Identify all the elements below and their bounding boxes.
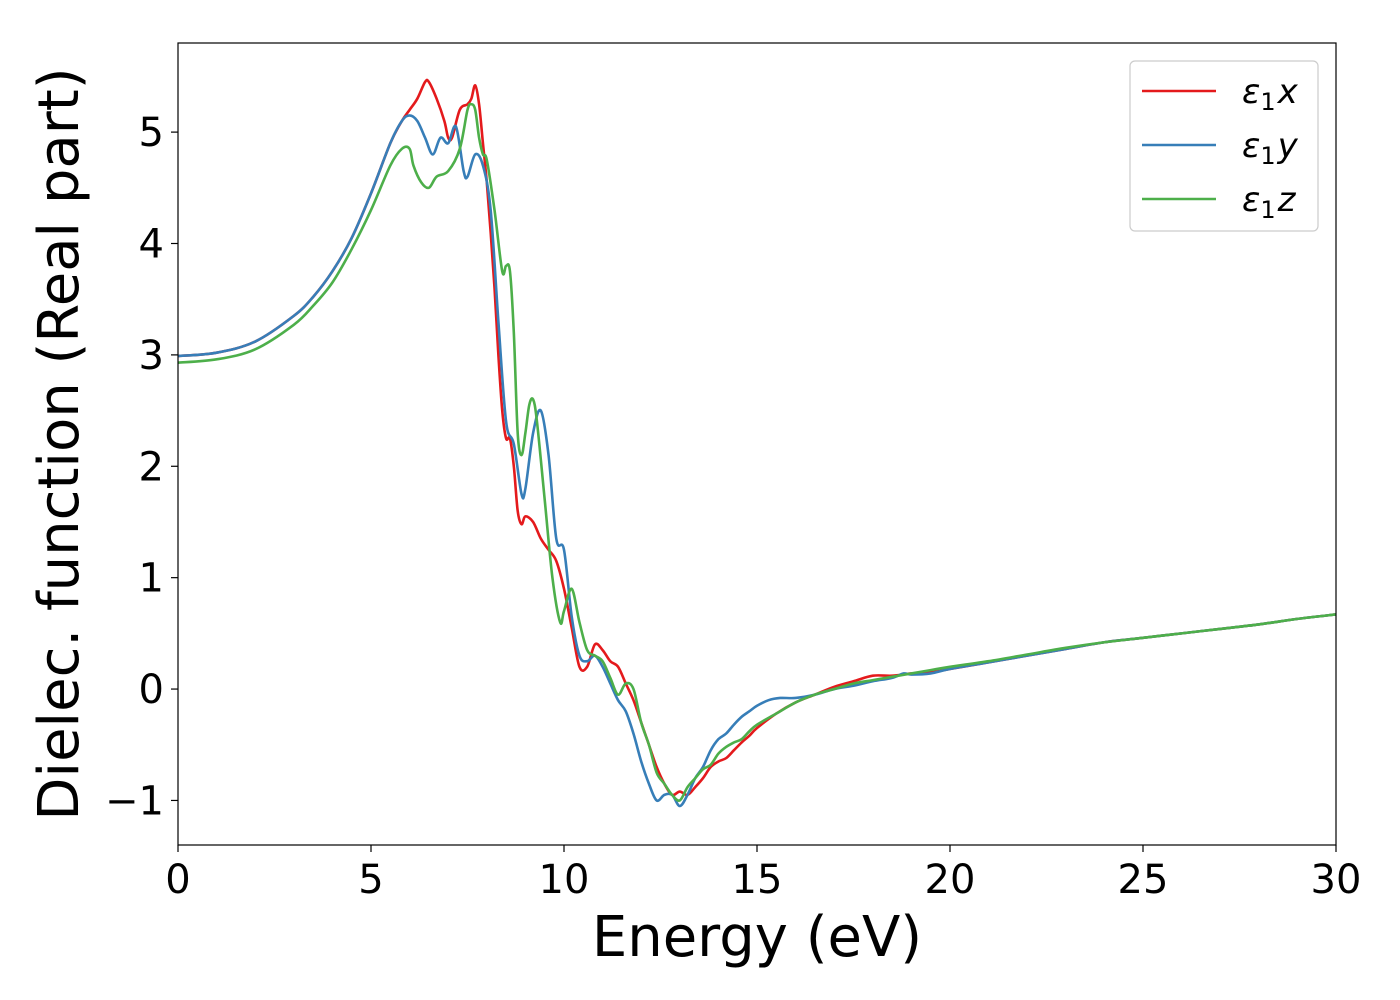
y-tick-label: 5 — [139, 110, 164, 156]
x-tick-label: 30 — [1311, 857, 1362, 903]
x-axis-label: Energy (eV) — [592, 905, 922, 970]
y-axis: −1 0 1 2 3 4 5 — [105, 110, 178, 824]
series-line-z — [178, 102, 1336, 802]
y-tick-label: −1 — [105, 778, 164, 824]
x-tick-label: 0 — [165, 857, 190, 903]
y-tick-label: 3 — [139, 333, 164, 379]
legend-label-z: ε1z — [1242, 180, 1297, 224]
x-tick-label: 15 — [732, 857, 783, 903]
y-tick-label: 0 — [139, 667, 164, 713]
y-tick-label: 2 — [139, 444, 164, 490]
x-axis: 0 5 10 15 20 25 30 — [165, 845, 1361, 903]
legend-box — [1129, 60, 1319, 232]
x-tick-label: 20 — [925, 857, 976, 903]
legend-label-x: ε1x — [1242, 72, 1299, 116]
y-tick-label: 4 — [139, 222, 164, 268]
legend-label-y: ε1y — [1242, 126, 1299, 170]
legend: ε1x ε1y ε1z — [1129, 60, 1319, 232]
series-layer — [178, 78, 1336, 808]
x-tick-label: 25 — [1118, 857, 1169, 903]
x-tick-label: 5 — [358, 857, 383, 903]
x-tick-label: 10 — [539, 857, 590, 903]
series-line-x — [178, 78, 1336, 797]
y-axis-label: Dielec. function (Real part) — [27, 67, 92, 820]
y-tick-label: 1 — [139, 556, 164, 602]
